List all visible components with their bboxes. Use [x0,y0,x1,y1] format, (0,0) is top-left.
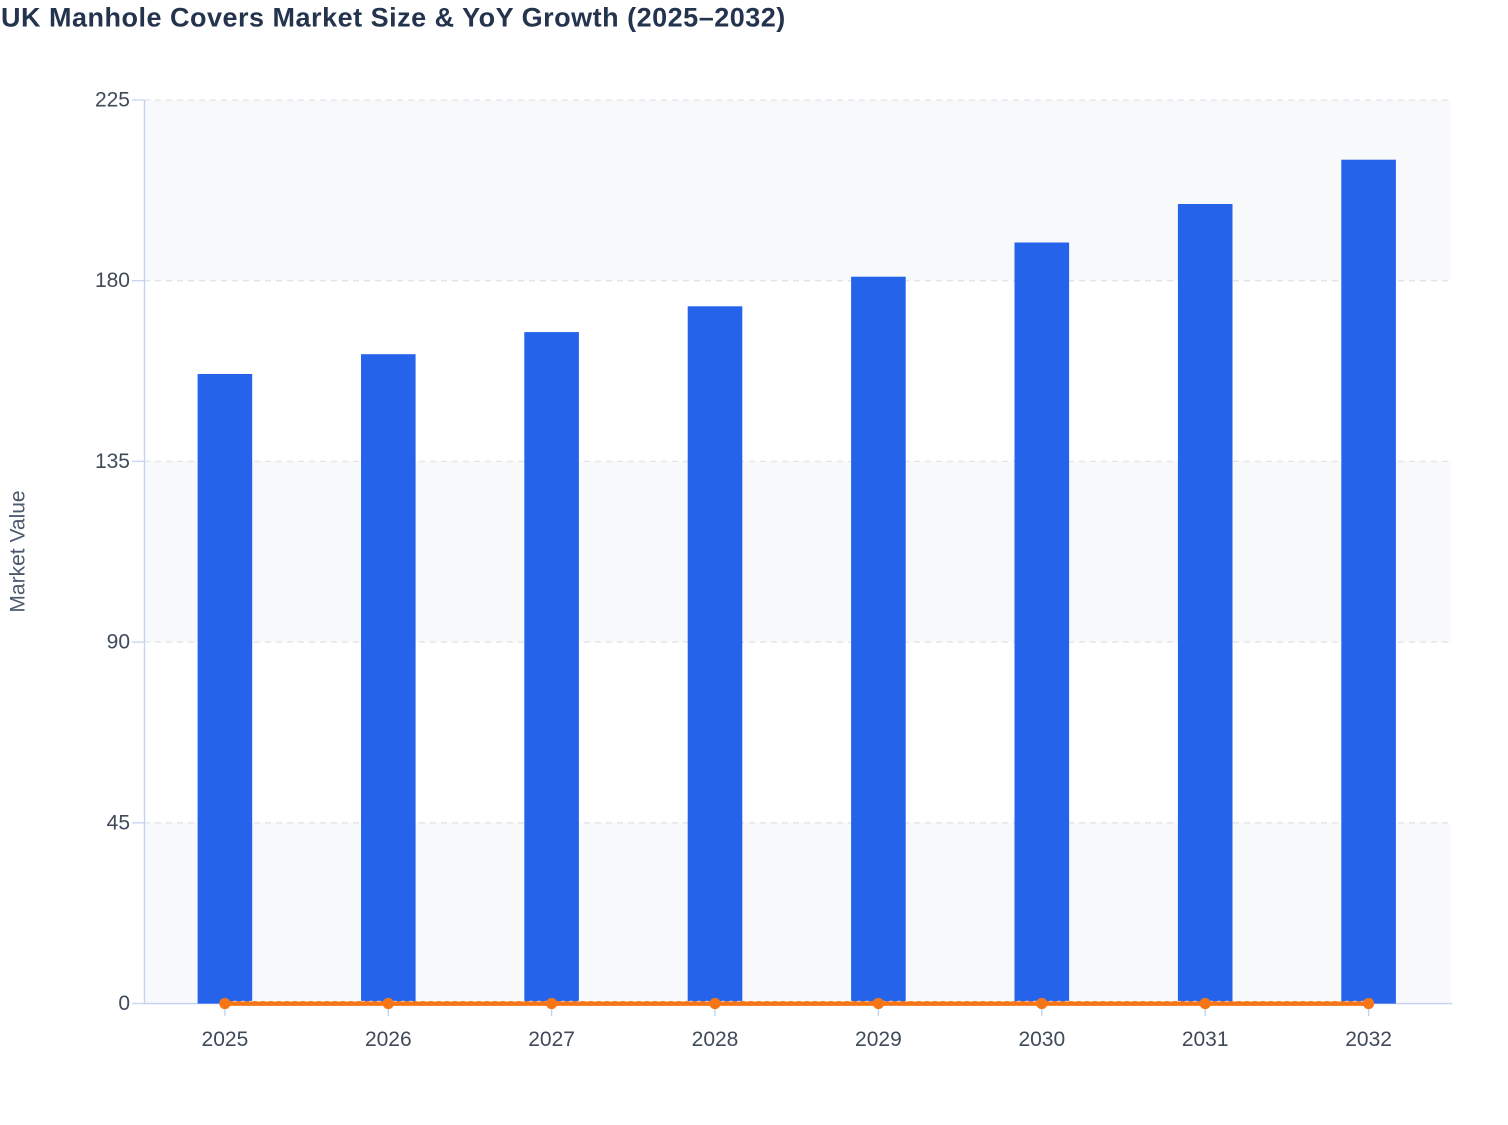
svg-text:45: 45 [107,811,130,834]
svg-text:225: 225 [95,89,130,112]
svg-text:UK Manhole Covers Market Size: UK Manhole Covers Market Size & YoY Grow… [1,3,786,33]
svg-text:2026: 2026 [365,1028,412,1051]
svg-text:2032: 2032 [1345,1028,1392,1051]
svg-text:0: 0 [118,992,130,1015]
svg-text:2028: 2028 [692,1028,739,1051]
svg-text:2025: 2025 [202,1028,249,1051]
svg-text:2031: 2031 [1182,1028,1229,1051]
svg-text:2030: 2030 [1018,1028,1065,1051]
svg-text:2027: 2027 [528,1028,575,1051]
svg-text:180: 180 [95,269,130,292]
svg-text:Market Value: Market Value [7,490,30,612]
svg-text:135: 135 [95,450,130,473]
svg-text:2029: 2029 [855,1028,902,1051]
svg-text:90: 90 [107,631,130,654]
